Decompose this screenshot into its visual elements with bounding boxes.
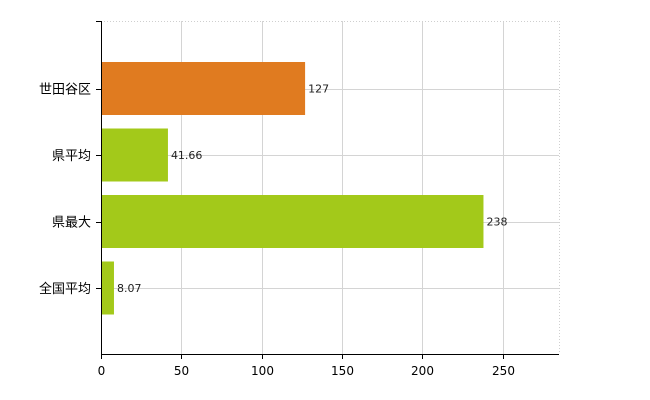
axes (96, 21, 559, 359)
labels: 127 世田谷区 41.66 県平均 238 県最大 8.07 全国平均 0 50 100 150 20… (39, 83, 515, 379)
x-tick-label-2: 100 (251, 364, 274, 378)
x-tick-label-4: 200 (411, 364, 434, 378)
bar-0 (102, 62, 306, 115)
category-label-0: 世田谷区 (39, 83, 91, 98)
data-label-0: 127 (308, 83, 329, 96)
bar-1 (102, 128, 168, 182)
data-label-3: 8.07 (117, 282, 142, 295)
x-tick-label-0: 0 (98, 364, 106, 378)
data-label-2: 238 (486, 216, 507, 229)
bars (102, 62, 484, 315)
category-label-1: 県平均 (52, 149, 91, 164)
bar-2 (102, 195, 484, 248)
bar-3 (102, 261, 114, 315)
x-tick-label-5: 250 (492, 364, 515, 378)
x-tick-label-3: 150 (331, 364, 354, 378)
category-label-2: 県最大 (52, 216, 91, 231)
x-tick-label-1: 50 (174, 364, 189, 378)
data-label-1: 41.66 (171, 149, 203, 162)
category-label-3: 全国平均 (39, 281, 91, 297)
